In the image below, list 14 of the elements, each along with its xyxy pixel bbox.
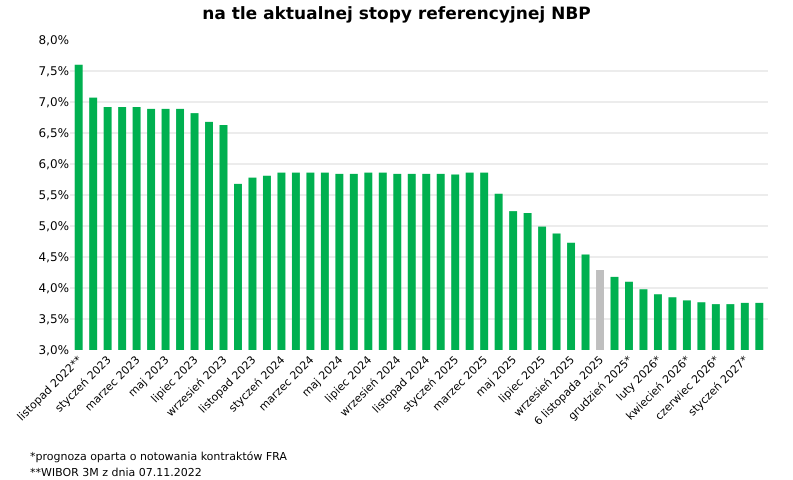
y-tick-label: 8,0% [38, 33, 69, 48]
text: *prognoza oparta o notowania kontraktów FRA [30, 450, 288, 463]
y-tick-label: 4,5% [38, 250, 69, 264]
y-tick-label: 3,5% [38, 312, 69, 326]
y-tick-label: 5,5% [38, 188, 69, 202]
y-tick-label: 7,0% [38, 95, 69, 110]
y-tick-label: 6,5% [38, 126, 69, 140]
text: **WIBOR 3M z dnia 07.11.2022 [30, 466, 202, 479]
chart-title: na tle aktualnej stopy referencyjnej NBP [202, 4, 591, 24]
y-tick-label: 5,0% [38, 219, 69, 234]
y-tick-label: 7,5% [38, 64, 69, 78]
y-tick-label: 3,0% [38, 343, 69, 358]
y-tick-label: 6,0% [38, 157, 69, 172]
y-tick-label: 4,0% [38, 281, 69, 296]
